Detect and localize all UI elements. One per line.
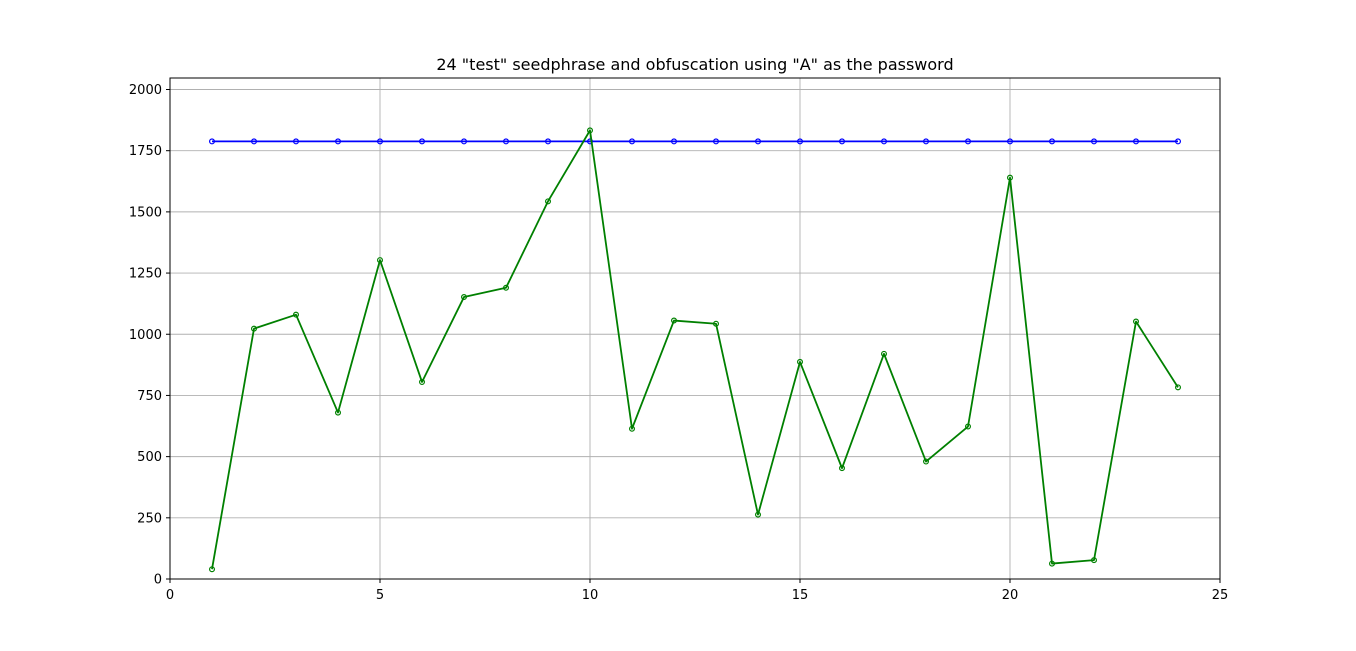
series-2-point <box>544 198 551 205</box>
series-1-point <box>880 138 887 145</box>
x-tick-label: 0 <box>166 588 174 603</box>
series-1-point <box>503 138 510 145</box>
series-2-point <box>838 465 845 472</box>
plot-frame <box>169 77 1221 580</box>
y-tick-label: 1250 <box>129 267 162 282</box>
series-2-point <box>628 425 635 432</box>
series-1-point <box>796 138 803 145</box>
chart-title: 24 "test" seedphrase and obfuscation usi… <box>436 55 953 74</box>
series-2-point <box>377 257 384 264</box>
y-tick-label: 500 <box>137 450 162 465</box>
y-tick-label: 2000 <box>129 83 162 98</box>
y-tick-label: 1000 <box>129 328 162 343</box>
x-tick-label: 5 <box>376 588 384 603</box>
series-2-point <box>712 320 719 327</box>
series-2-point <box>1132 318 1139 325</box>
y-tick-label: 1500 <box>129 205 162 220</box>
series-2-point <box>754 511 761 518</box>
series-2-point <box>670 317 677 324</box>
series-1-point <box>1006 138 1013 145</box>
y-tick-label: 750 <box>137 389 162 404</box>
series-1-point <box>419 138 426 145</box>
series-2-point <box>922 458 929 465</box>
series-2-point <box>251 325 258 332</box>
x-tick-label: 25 <box>1212 588 1229 603</box>
series-1-point <box>335 138 342 145</box>
x-tick-label: 10 <box>582 588 599 603</box>
series-1-point <box>712 138 719 145</box>
series-2-point <box>335 409 342 416</box>
series-2-point <box>1048 560 1055 567</box>
series-1-point <box>251 138 258 145</box>
series-2-point <box>964 423 971 430</box>
series-1-point <box>293 138 300 145</box>
series-1-point <box>209 138 216 145</box>
y-tick-label: 1750 <box>129 144 162 159</box>
series-1-point <box>628 138 635 145</box>
series-1-point <box>1132 138 1139 145</box>
series-2-point <box>1090 557 1097 564</box>
y-tick-label: 0 <box>154 573 162 588</box>
series-2-point <box>586 127 593 134</box>
series-2-point <box>880 350 887 357</box>
y-tick-label: 250 <box>137 511 162 526</box>
series-2 <box>209 127 1181 573</box>
series-1-point <box>461 138 468 145</box>
series-1-point <box>1048 138 1055 145</box>
series-1 <box>209 138 1181 145</box>
series-2-point <box>461 294 468 301</box>
series-2-point <box>209 566 216 573</box>
series-2-point <box>503 284 510 291</box>
x-tick-label: 15 <box>792 588 809 603</box>
series-1-point <box>544 138 551 145</box>
series-1-point <box>754 138 761 145</box>
series-2-point <box>419 378 426 385</box>
series-1-point <box>1090 138 1097 145</box>
series-2-point <box>1174 384 1181 391</box>
series-1-point <box>838 138 845 145</box>
series-1-point <box>922 138 929 145</box>
series-2-point <box>293 311 300 318</box>
series-1-point <box>964 138 971 145</box>
series-2-line <box>211 129 1179 570</box>
series-1-point <box>377 138 384 145</box>
series-2-point <box>796 358 803 365</box>
series-1-point <box>670 138 677 145</box>
series-layer <box>209 127 1181 573</box>
series-1-point <box>1174 138 1181 145</box>
series-2-point <box>1006 174 1013 181</box>
x-tick-label: 20 <box>1002 588 1019 603</box>
